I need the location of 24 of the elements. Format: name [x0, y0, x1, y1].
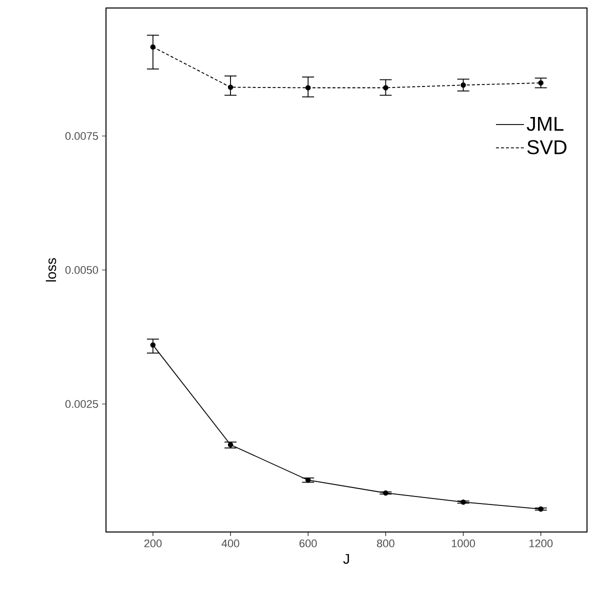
- y-tick-label: 0.0025: [65, 400, 98, 408]
- x-tick-label: 800: [377, 540, 394, 548]
- legend-label: JML: [526, 116, 564, 131]
- point: [228, 84, 234, 90]
- x-tick-label: 200: [144, 540, 162, 548]
- y-tick-label: 0.0050: [65, 266, 98, 274]
- point: [150, 342, 156, 348]
- x-tick-label: 400: [222, 540, 240, 548]
- point: [305, 85, 311, 90]
- y-axis-title: loss: [46, 258, 56, 282]
- point: [383, 490, 388, 496]
- point: [538, 80, 544, 86]
- point: [150, 44, 156, 50]
- legend-label: SVD: [527, 140, 566, 154]
- point: [228, 442, 234, 448]
- x-tick-label: 1200: [529, 540, 553, 548]
- point: [305, 477, 311, 483]
- point: [538, 506, 544, 512]
- x-axis-title: J: [343, 554, 349, 564]
- point: [383, 85, 388, 90]
- point: [460, 82, 466, 88]
- x-tick-label: 600: [300, 540, 317, 548]
- y-tick-label: 0.0075: [65, 132, 98, 140]
- x-tick-label: 1000: [452, 540, 476, 548]
